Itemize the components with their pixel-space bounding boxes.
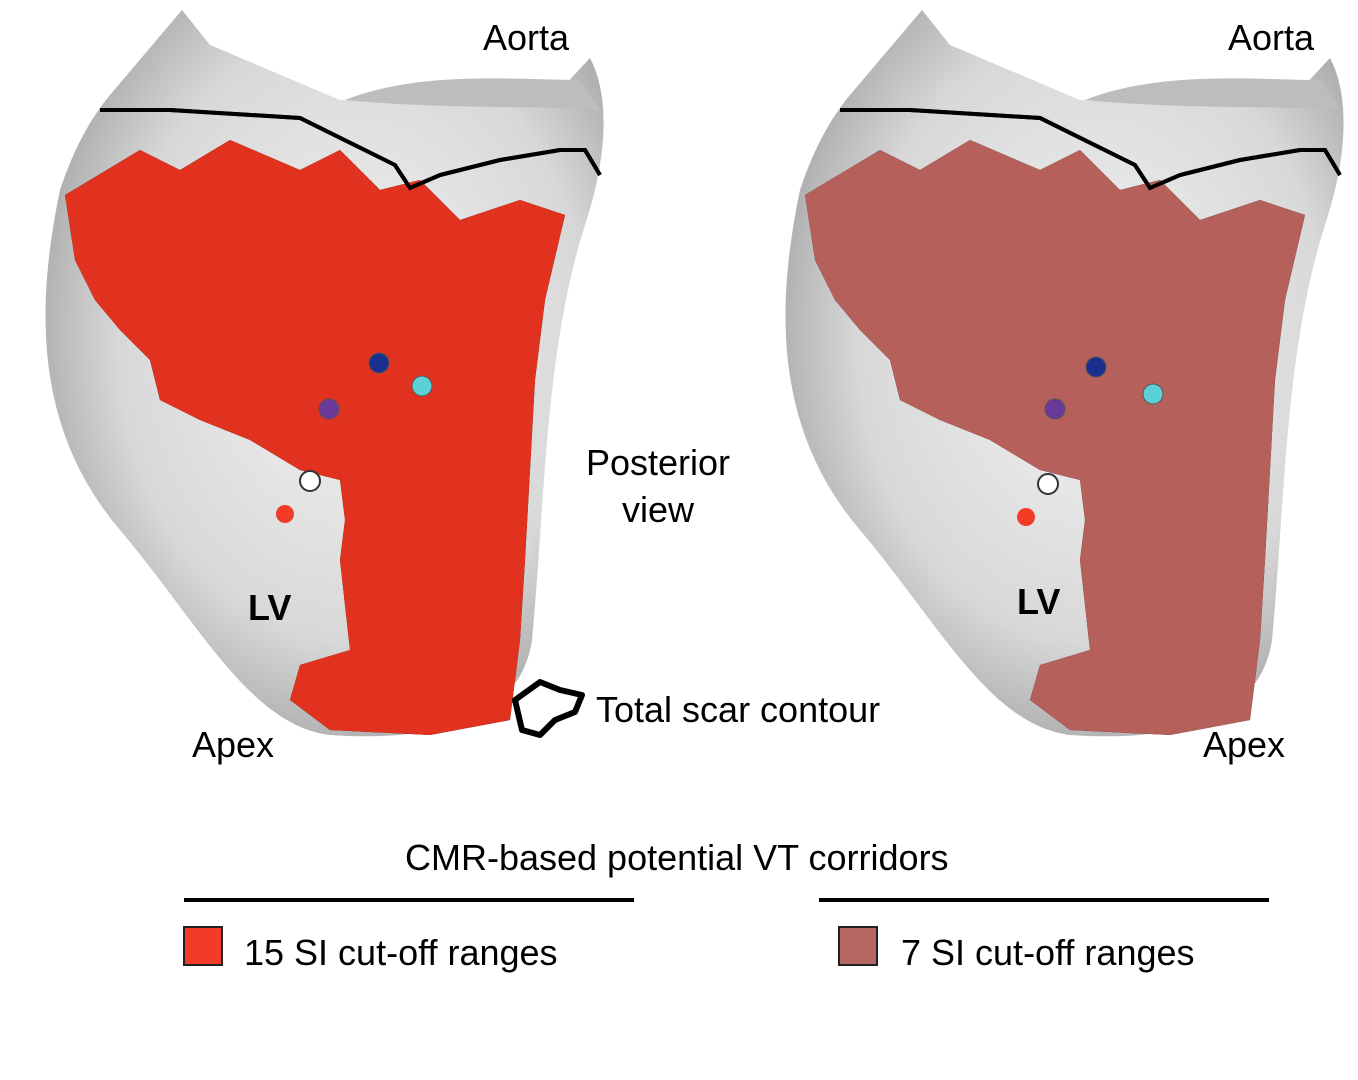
legend-swatch-15si — [183, 926, 223, 966]
heart-model-7si — [783, 8, 1346, 739]
marker-red — [276, 505, 294, 523]
lv-label-left: LV — [248, 587, 292, 628]
total-scar-contour — [100, 108, 602, 191]
legend-divider-left — [184, 898, 634, 902]
legend-label-15si: 15 SI cut-off ranges — [244, 932, 558, 973]
scar-contour-legend-icon — [512, 679, 585, 738]
view-label-line1: Posterior — [585, 442, 731, 483]
legend-title: CMR-based potential VT corridors — [405, 837, 949, 878]
legend-swatch-7si — [838, 926, 878, 966]
legend-divider-right — [819, 898, 1269, 902]
lv-label-right: LV — [1017, 581, 1061, 622]
contour-legend-label: Total scar contour — [596, 689, 881, 730]
marker-purple — [318, 398, 340, 420]
heart-model-15si — [43, 8, 606, 739]
marker-blue — [368, 352, 390, 374]
marker-blue — [1085, 356, 1107, 378]
aorta-label-left: Aorta — [483, 17, 570, 58]
marker-cyan — [1142, 383, 1164, 405]
marker-white — [299, 470, 321, 492]
aorta-label-right: Aorta — [1228, 17, 1315, 58]
apex-label-right: Apex — [1203, 724, 1286, 765]
marker-red — [1017, 508, 1035, 526]
marker-white — [1037, 473, 1059, 495]
view-label-line2: view — [621, 489, 695, 530]
legend-label-7si: 7 SI cut-off ranges — [901, 932, 1195, 973]
total-scar-contour — [840, 108, 1342, 191]
apex-label-left: Apex — [192, 724, 275, 765]
marker-cyan — [411, 375, 433, 397]
marker-purple — [1044, 398, 1066, 420]
